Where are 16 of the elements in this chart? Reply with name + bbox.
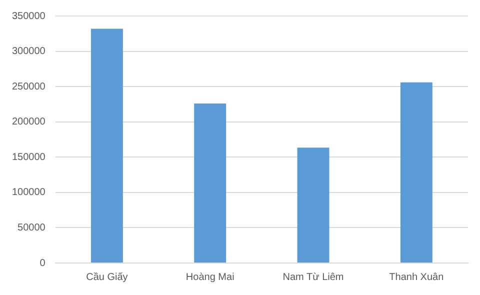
y-tick-label: 150000 [12, 152, 46, 163]
x-tick-label: Hoàng Mai [186, 272, 234, 283]
y-tick-label: 50000 [18, 222, 46, 234]
y-tick-label: 250000 [12, 81, 46, 92]
bar [90, 28, 123, 262]
y-tick-label: 200000 [12, 116, 46, 128]
y-tick-label: 300000 [12, 46, 46, 58]
x-tick-label: Nam Từ Liêm [282, 272, 344, 283]
bar [400, 82, 432, 262]
bar [297, 148, 330, 262]
x-tick-label: Thanh Xuân [389, 272, 444, 283]
y-tick-label: 350000 [12, 10, 46, 22]
bar [194, 104, 226, 262]
y-tick-label: 100000 [12, 187, 46, 198]
y-tick-label: 0 [40, 258, 46, 269]
x-tick-label: Cầu Giấy [86, 272, 128, 283]
